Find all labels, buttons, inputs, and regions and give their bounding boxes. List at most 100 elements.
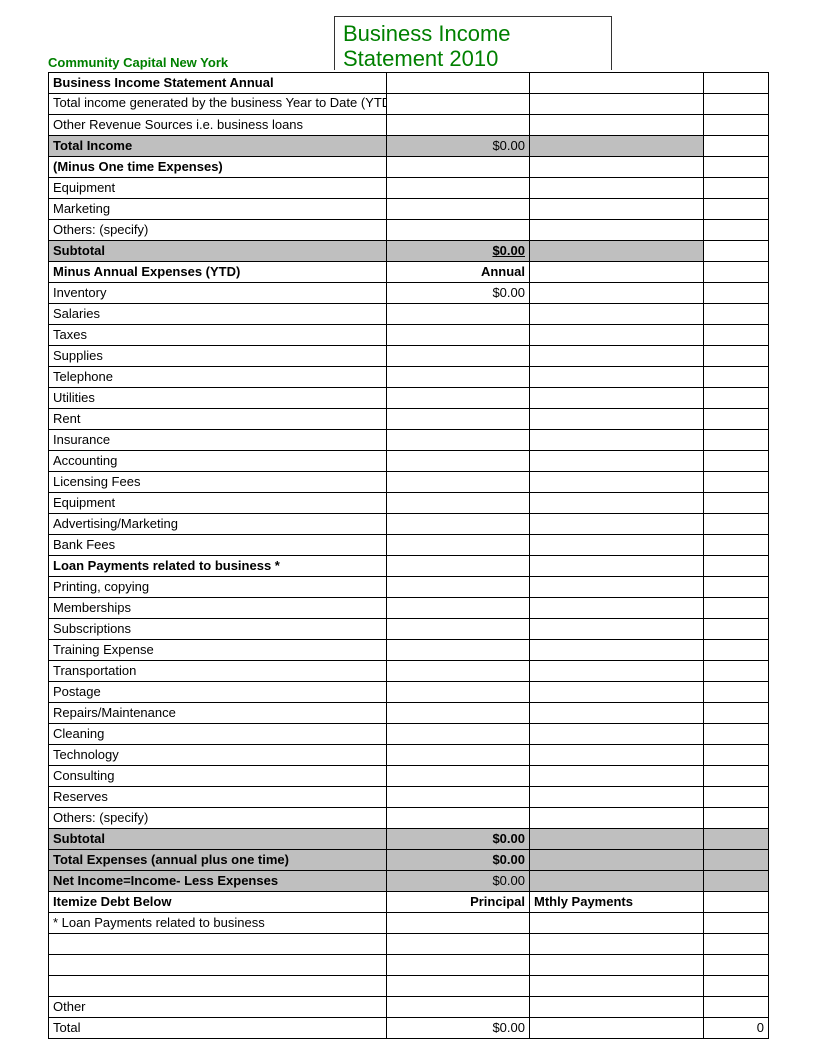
- table-row: Insurance: [49, 430, 769, 451]
- row-value: [387, 178, 530, 199]
- row-label: Equipment: [49, 493, 387, 514]
- table-row: Business Income Statement Annual: [49, 73, 769, 94]
- table-row: Licensing Fees: [49, 472, 769, 493]
- row-col3: [530, 73, 704, 94]
- row-col4: [704, 451, 769, 472]
- row-label: Total income generated by the business Y…: [49, 94, 387, 115]
- row-col3: [530, 808, 704, 829]
- table-row: Itemize Debt BelowPrincipalMthly Payment…: [49, 892, 769, 913]
- row-col4: [704, 535, 769, 556]
- row-col4: [704, 640, 769, 661]
- row-value: [387, 577, 530, 598]
- row-value: [387, 304, 530, 325]
- row-col4: [704, 703, 769, 724]
- row-col3: [530, 703, 704, 724]
- row-value: [387, 976, 530, 997]
- row-col3: [530, 745, 704, 766]
- row-value: [387, 472, 530, 493]
- table-row: Total Income$0.00: [49, 136, 769, 157]
- row-col4: [704, 472, 769, 493]
- row-col4: [704, 241, 769, 262]
- table-row: Technology: [49, 745, 769, 766]
- row-label: Accounting: [49, 451, 387, 472]
- row-value: $0.00: [387, 241, 530, 262]
- table-row: Taxes: [49, 325, 769, 346]
- row-value: [387, 220, 530, 241]
- row-value: [387, 430, 530, 451]
- row-value: Annual: [387, 262, 530, 283]
- row-col4: [704, 73, 769, 94]
- row-col4: [704, 220, 769, 241]
- table-row: Telephone: [49, 367, 769, 388]
- table-row: Other Revenue Sources i.e. business loan…: [49, 115, 769, 136]
- row-col4: [704, 283, 769, 304]
- row-col4: [704, 997, 769, 1018]
- row-label: Salaries: [49, 304, 387, 325]
- row-label: Advertising/Marketing: [49, 514, 387, 535]
- row-value: [387, 73, 530, 94]
- row-col4: [704, 304, 769, 325]
- row-label: [49, 955, 387, 976]
- row-col4: [704, 913, 769, 934]
- row-col4: [704, 850, 769, 871]
- row-col4: [704, 136, 769, 157]
- table-row: Subtotal$0.00: [49, 241, 769, 262]
- row-col4: 0: [704, 1018, 769, 1039]
- row-label: (Minus One time Expenses): [49, 157, 387, 178]
- row-label: Memberships: [49, 598, 387, 619]
- table-row: Training Expense: [49, 640, 769, 661]
- row-label: Cleaning: [49, 724, 387, 745]
- row-label: Equipment: [49, 178, 387, 199]
- row-label: Training Expense: [49, 640, 387, 661]
- row-label: [49, 934, 387, 955]
- row-label: Itemize Debt Below: [49, 892, 387, 913]
- row-label: Other: [49, 997, 387, 1018]
- row-col3: [530, 724, 704, 745]
- table-row: Supplies: [49, 346, 769, 367]
- row-label: Subscriptions: [49, 619, 387, 640]
- row-col3: [530, 682, 704, 703]
- row-col4: [704, 325, 769, 346]
- row-label: Total Income: [49, 136, 387, 157]
- row-value: [387, 367, 530, 388]
- row-label: Inventory: [49, 283, 387, 304]
- table-row: Total income generated by the business Y…: [49, 94, 769, 115]
- row-col4: [704, 157, 769, 178]
- title-box: Business Income Statement 2010: [334, 16, 612, 70]
- row-col3: [530, 934, 704, 955]
- row-col3: [530, 577, 704, 598]
- row-col4: [704, 955, 769, 976]
- row-col4: [704, 388, 769, 409]
- table-row: Net Income=Income- Less Expenses$0.00: [49, 871, 769, 892]
- row-col4: [704, 94, 769, 115]
- row-label: Total Expenses (annual plus one time): [49, 850, 387, 871]
- row-label: Reserves: [49, 787, 387, 808]
- row-col3: [530, 829, 704, 850]
- row-col4: [704, 766, 769, 787]
- row-col4: [704, 430, 769, 451]
- row-label: Technology: [49, 745, 387, 766]
- row-value: [387, 724, 530, 745]
- table-row: Advertising/Marketing: [49, 514, 769, 535]
- row-col3: [530, 199, 704, 220]
- row-col4: [704, 871, 769, 892]
- row-value: Principal: [387, 892, 530, 913]
- table-row: Rent: [49, 409, 769, 430]
- row-col4: [704, 262, 769, 283]
- row-col3: [530, 157, 704, 178]
- row-label: Utilities: [49, 388, 387, 409]
- row-col3: [530, 871, 704, 892]
- row-label: Transportation: [49, 661, 387, 682]
- row-label: Telephone: [49, 367, 387, 388]
- row-col3: [530, 430, 704, 451]
- table-row: Equipment: [49, 493, 769, 514]
- table-row: Transportation: [49, 661, 769, 682]
- row-col4: [704, 661, 769, 682]
- row-col3: [530, 283, 704, 304]
- row-col3: [530, 388, 704, 409]
- table-row: [49, 934, 769, 955]
- row-value: [387, 115, 530, 136]
- row-value: $0.00: [387, 850, 530, 871]
- table-row: Memberships: [49, 598, 769, 619]
- table-row: Minus Annual Expenses (YTD)Annual: [49, 262, 769, 283]
